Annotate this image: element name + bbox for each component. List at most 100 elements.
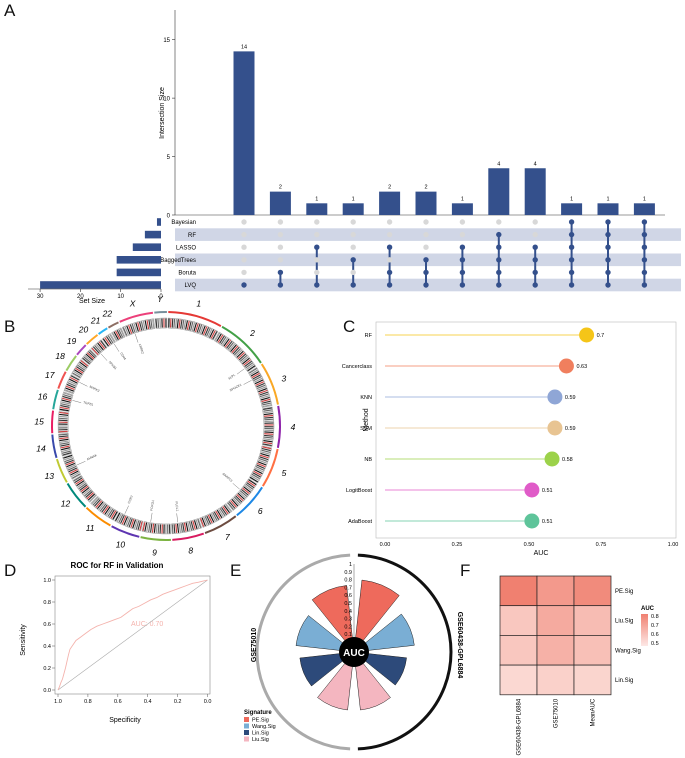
gene-marker — [243, 380, 252, 385]
ideogram-band — [198, 324, 203, 334]
intersection-bar — [342, 203, 364, 215]
group-arc-gse75010 — [255, 553, 351, 751]
heatmap-colorbar-tick: 0.6 — [651, 632, 659, 638]
upset-y-tick-label: 15 — [163, 38, 170, 44]
ideogram-band — [219, 508, 226, 517]
ideogram-band — [210, 330, 216, 339]
ideogram-band — [118, 514, 124, 523]
chromosome-label: 3 — [281, 374, 286, 384]
ideogram-band — [77, 481, 86, 488]
ideogram-band — [244, 360, 253, 368]
ideogram-band — [183, 320, 187, 330]
intersection-bar — [415, 191, 437, 215]
ideogram-band — [85, 353, 94, 361]
heatmap-col-label: GSE75010 — [554, 698, 560, 728]
ideogram-band — [178, 319, 181, 329]
ideogram-band — [105, 507, 112, 516]
ideogram-band — [67, 382, 77, 387]
heatmap-row-label: Liu.Sig — [615, 619, 633, 625]
lollipop-frame — [375, 321, 677, 539]
ideogram-band — [66, 383, 76, 389]
legend-swatch — [244, 736, 249, 742]
ideogram-band — [242, 357, 250, 365]
membership-dot-filled — [532, 244, 538, 250]
heatmap-cell — [499, 575, 538, 607]
ideogram-band — [176, 319, 179, 329]
lollipop-x-tick-label: 1.00 — [668, 542, 679, 548]
ideogram-band — [115, 512, 121, 522]
ideogram-band — [235, 495, 243, 503]
ideogram-band — [255, 381, 265, 386]
ideogram-band — [185, 320, 188, 330]
ideogram-band — [112, 332, 118, 341]
ideogram-band — [68, 378, 78, 384]
chromosome-color-arc — [119, 311, 154, 323]
ideogram-band — [256, 464, 265, 469]
ideogram-band — [148, 523, 151, 533]
lollipop-dot — [558, 358, 574, 374]
ideogram-band — [203, 516, 208, 526]
ideogram-band — [176, 523, 180, 533]
intersection-bar-label: 1 — [606, 196, 609, 202]
radial-center-disc — [339, 637, 369, 667]
ideogram-band — [75, 367, 84, 374]
ideogram-band — [251, 372, 260, 379]
lollipop-value-label: 0.51 — [542, 488, 553, 494]
method-label: SVM — [360, 426, 372, 432]
membership-dot-filled — [496, 282, 502, 288]
roc-y-tick-label: 1.0 — [43, 578, 51, 584]
ideogram-band — [231, 498, 239, 507]
set-label: LASSO — [176, 245, 196, 251]
roc-x-tick-label: 1.0 — [54, 699, 62, 705]
intersection-bar — [633, 203, 655, 215]
membership-dot-empty — [386, 231, 393, 238]
roc-y-tick-label: 0.0 — [43, 688, 51, 694]
ideogram-band — [159, 318, 161, 328]
legend-label: Liu.Sig — [252, 737, 269, 743]
method-label: KNN — [360, 395, 372, 401]
ideogram-band — [232, 346, 240, 355]
chromosome-color-arc — [276, 405, 281, 448]
roc-ylabel: Sensitivity — [20, 624, 27, 656]
ideogram-band — [61, 399, 71, 403]
ideogram-band — [259, 456, 269, 461]
group-arc-gse60438 — [357, 553, 453, 751]
ideogram-band — [251, 473, 260, 480]
radial-tick-label: 0.7 — [344, 585, 352, 591]
ideogram-band — [206, 515, 211, 525]
heatmap-legend-title: AUC — [641, 606, 655, 612]
set-label: RF — [188, 233, 196, 239]
ideogram-band — [242, 487, 250, 495]
legend-swatch — [244, 723, 249, 729]
heatmap-row-label: Wang.Sig — [615, 648, 641, 654]
ideogram-band — [59, 413, 69, 416]
ideogram-band — [137, 520, 141, 530]
ideogram-band — [131, 323, 136, 333]
roc-x-tick-label: 0.4 — [144, 699, 152, 705]
ideogram-band — [175, 318, 178, 329]
ideogram-band — [78, 483, 87, 490]
ideogram-band — [253, 376, 262, 382]
ideogram-band — [109, 334, 115, 343]
gene-marker — [72, 400, 82, 403]
membership-dot-filled — [568, 219, 575, 225]
heatmap-col-label: MeanAUC — [591, 698, 597, 726]
ideogram-band — [223, 338, 230, 347]
chromosome-color-arc — [236, 486, 263, 517]
ideogram-band — [74, 369, 83, 375]
ideogram-band — [215, 510, 221, 520]
gene-marker — [135, 333, 139, 343]
ideogram-band — [209, 329, 215, 338]
ideogram-band — [219, 335, 225, 344]
membership-dot-empty — [496, 219, 502, 225]
membership-dot-empty — [423, 219, 429, 225]
set-label: LVQ — [184, 283, 196, 289]
ideogram-band — [144, 320, 148, 330]
set-size-bar — [116, 268, 161, 277]
membership-dot-empty — [277, 231, 284, 238]
method-label: RF — [365, 333, 373, 339]
ideogram-band — [64, 458, 74, 463]
lollipop-value-label: 0.59 — [565, 426, 576, 432]
intersection-bar — [306, 203, 328, 215]
lollipop-x-tick-label: 0.50 — [524, 542, 535, 548]
